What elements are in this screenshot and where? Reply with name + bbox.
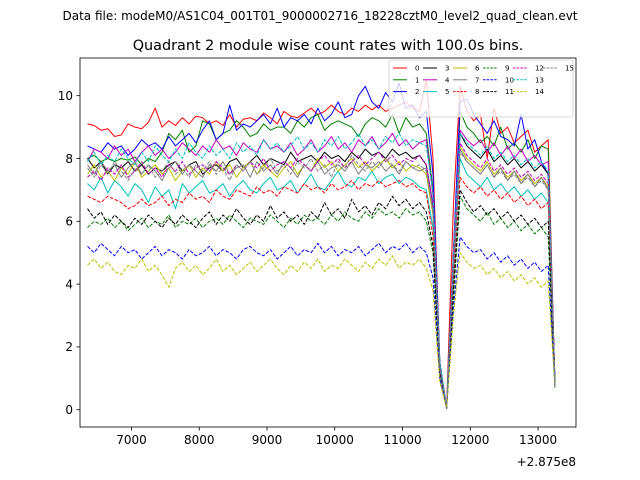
legend-label-14: 14 — [535, 88, 544, 96]
x-axis: 7000 8000 9000 10000 11000 12000 13000 — [116, 427, 557, 447]
series-line-14 — [87, 252, 556, 409]
series-line-13 — [87, 132, 556, 409]
y-tick-label: 4 — [65, 277, 73, 291]
y-axis: 0 2 4 6 8 10 — [58, 89, 80, 417]
legend-label-15: 15 — [565, 65, 574, 73]
y-tick-label: 8 — [65, 152, 73, 166]
x-tick-label: 9000 — [252, 433, 283, 447]
legend-label-1: 1 — [415, 76, 419, 84]
y-tick-label: 6 — [65, 215, 73, 229]
x-tick-label: 7000 — [116, 433, 147, 447]
y-tick-label: 10 — [58, 89, 73, 103]
series-line-3 — [87, 132, 556, 409]
series-line-10 — [87, 236, 556, 409]
legend-label-7: 7 — [475, 76, 479, 84]
x-tick-label: 13000 — [519, 433, 557, 447]
legend-label-8: 8 — [475, 88, 479, 96]
series-line-8 — [87, 176, 556, 409]
series-line-9 — [87, 195, 556, 409]
y-tick-label: 0 — [65, 403, 73, 417]
chart-suptitle: Data file: modeM0/AS1C04_001T01_90000027… — [62, 9, 577, 23]
series-line-11 — [87, 189, 556, 409]
x-tick-label: 8000 — [184, 433, 215, 447]
series-line-5 — [87, 158, 556, 409]
legend-label-10: 10 — [505, 76, 514, 84]
legend-label-3: 3 — [445, 65, 449, 73]
legend-label-11: 11 — [505, 88, 514, 96]
legend-label-12: 12 — [535, 65, 544, 73]
series-line-15 — [87, 151, 556, 409]
legend-label-13: 13 — [535, 76, 544, 84]
plot-area — [80, 58, 576, 427]
legend-box — [388, 59, 574, 118]
legend-label-9: 9 — [505, 65, 509, 73]
legend-label-5: 5 — [445, 88, 449, 96]
x-tick-label: 10000 — [316, 433, 354, 447]
series-line-12 — [87, 142, 556, 409]
legend-label-0: 0 — [415, 65, 419, 73]
series-line-2 — [87, 82, 556, 409]
y-tick-label: 2 — [65, 340, 73, 354]
legend-label-6: 6 — [475, 65, 480, 73]
plot-frame — [79, 57, 577, 428]
series-line-0 — [87, 79, 556, 408]
x-offset-label: +2.875e8 — [517, 455, 576, 469]
series-line-4 — [87, 129, 556, 409]
x-tick-label: 12000 — [451, 433, 489, 447]
legend-label-2: 2 — [415, 88, 419, 96]
x-tick-label: 11000 — [383, 433, 421, 447]
chart-title: Quadrant 2 module wise count rates with … — [133, 38, 524, 54]
legend-label-4: 4 — [445, 76, 450, 84]
series-layer — [87, 79, 556, 409]
